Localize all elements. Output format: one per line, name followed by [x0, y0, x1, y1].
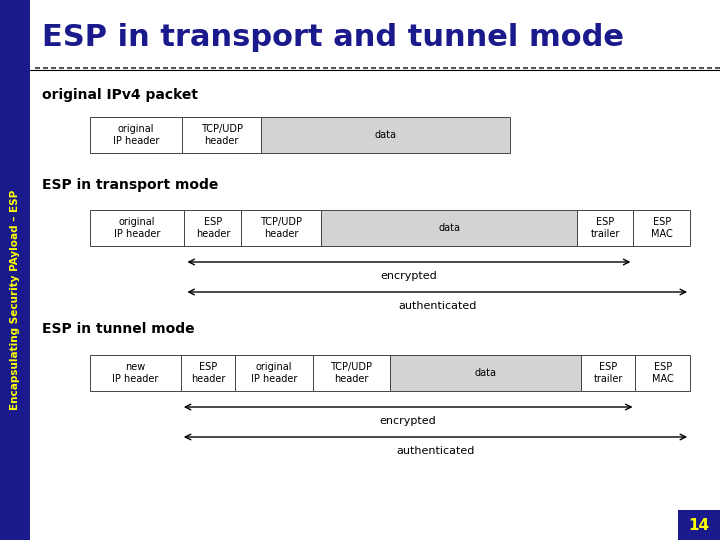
- Text: data: data: [474, 368, 497, 378]
- Text: encrypted: encrypted: [380, 416, 436, 426]
- Text: ESP
MAC: ESP MAC: [652, 362, 674, 384]
- Text: data: data: [374, 130, 397, 140]
- Bar: [0, 0, 30, 68]
- Bar: [261, 117, 510, 153]
- Text: ESP in tunnel mode: ESP in tunnel mode: [42, 322, 194, 336]
- Bar: [241, 210, 322, 246]
- Bar: [390, 355, 581, 391]
- Bar: [90, 210, 184, 246]
- Bar: [181, 355, 235, 391]
- Text: ESP
header: ESP header: [196, 217, 230, 239]
- Bar: [634, 210, 690, 246]
- Bar: [678, 510, 720, 540]
- Bar: [0, 0, 30, 540]
- Text: ESP
header: ESP header: [191, 362, 225, 384]
- Text: authenticated: authenticated: [398, 301, 477, 311]
- Bar: [184, 210, 241, 246]
- Text: authenticated: authenticated: [396, 446, 474, 456]
- Text: 14: 14: [688, 517, 710, 532]
- Text: encrypted: encrypted: [381, 271, 437, 281]
- Bar: [577, 210, 634, 246]
- Text: original
IP header: original IP header: [114, 217, 161, 239]
- Bar: [182, 117, 261, 153]
- Text: TCP/UDP
header: TCP/UDP header: [201, 124, 243, 146]
- Text: ESP
trailer: ESP trailer: [593, 362, 623, 384]
- Text: new
IP header: new IP header: [112, 362, 158, 384]
- Text: ESP in transport and tunnel mode: ESP in transport and tunnel mode: [42, 24, 624, 52]
- Text: original IPv4 packet: original IPv4 packet: [42, 88, 198, 102]
- Text: data: data: [438, 223, 460, 233]
- Bar: [322, 210, 577, 246]
- Text: ESP
trailer: ESP trailer: [590, 217, 620, 239]
- Text: TCP/UDP
header: TCP/UDP header: [330, 362, 372, 384]
- Bar: [581, 355, 636, 391]
- Bar: [636, 355, 690, 391]
- Text: Encapsulating Security PAyload – ESP: Encapsulating Security PAyload – ESP: [10, 190, 20, 410]
- Text: original
IP header: original IP header: [113, 124, 159, 146]
- Bar: [312, 355, 390, 391]
- Bar: [235, 355, 312, 391]
- Bar: [90, 117, 182, 153]
- Text: ESP in transport mode: ESP in transport mode: [42, 178, 218, 192]
- Text: TCP/UDP
header: TCP/UDP header: [261, 217, 302, 239]
- Text: ESP
MAC: ESP MAC: [651, 217, 672, 239]
- Text: original
IP header: original IP header: [251, 362, 297, 384]
- Bar: [90, 355, 181, 391]
